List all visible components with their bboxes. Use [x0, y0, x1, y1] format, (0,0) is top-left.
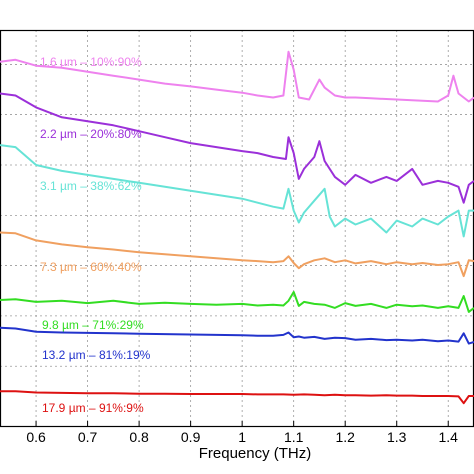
series-lines: [0, 50, 474, 405]
series-label: 9.8 µm – 71%:29%: [42, 318, 144, 332]
series-label: 13.2 µm – 81%:19%: [42, 348, 151, 362]
plot-frame: [0, 29, 474, 428]
series-line: [0, 50, 474, 103]
series-line: [0, 92, 474, 204]
x-axis-ticks: 0.6 0.7 0.8 0.9 1 1.1 1.2 1.3 1.4: [26, 421, 458, 445]
x-tick-label: 1.3: [387, 429, 407, 445]
grid-lines: [0, 30, 474, 427]
x-tick-label: 1.1: [284, 429, 304, 445]
series-labels: 1.6 µm – 10%:90% 2.2 µm – 20%:80% 3.1 µm –…: [40, 55, 151, 415]
x-tick-label: 1.2: [335, 429, 355, 445]
series-label: 3.1 µm – 38%:62%: [40, 179, 142, 193]
x-tick-label: 0.9: [181, 429, 201, 445]
series-line: [0, 231, 474, 278]
x-tick-label: 1: [238, 429, 246, 445]
series-line: [0, 291, 474, 313]
series-line: [0, 144, 474, 238]
x-tick-label: 0.7: [78, 429, 98, 445]
x-tick-label: 0.6: [26, 429, 46, 445]
x-tick-label: 1.4: [439, 429, 459, 445]
series-label: 1.6 µm – 10%:90%: [40, 55, 142, 69]
series-line: [0, 326, 474, 345]
x-tick-label: 0.8: [129, 429, 149, 445]
x-axis-title: Frequency (THz): [199, 445, 312, 462]
series-label: 7.3 µm – 60%:40%: [40, 260, 142, 274]
series-label: 2.2 µm – 20%:80%: [40, 127, 142, 141]
series-line: [0, 390, 474, 405]
series-label: 17.9 µm – 91%:9%: [42, 401, 144, 415]
